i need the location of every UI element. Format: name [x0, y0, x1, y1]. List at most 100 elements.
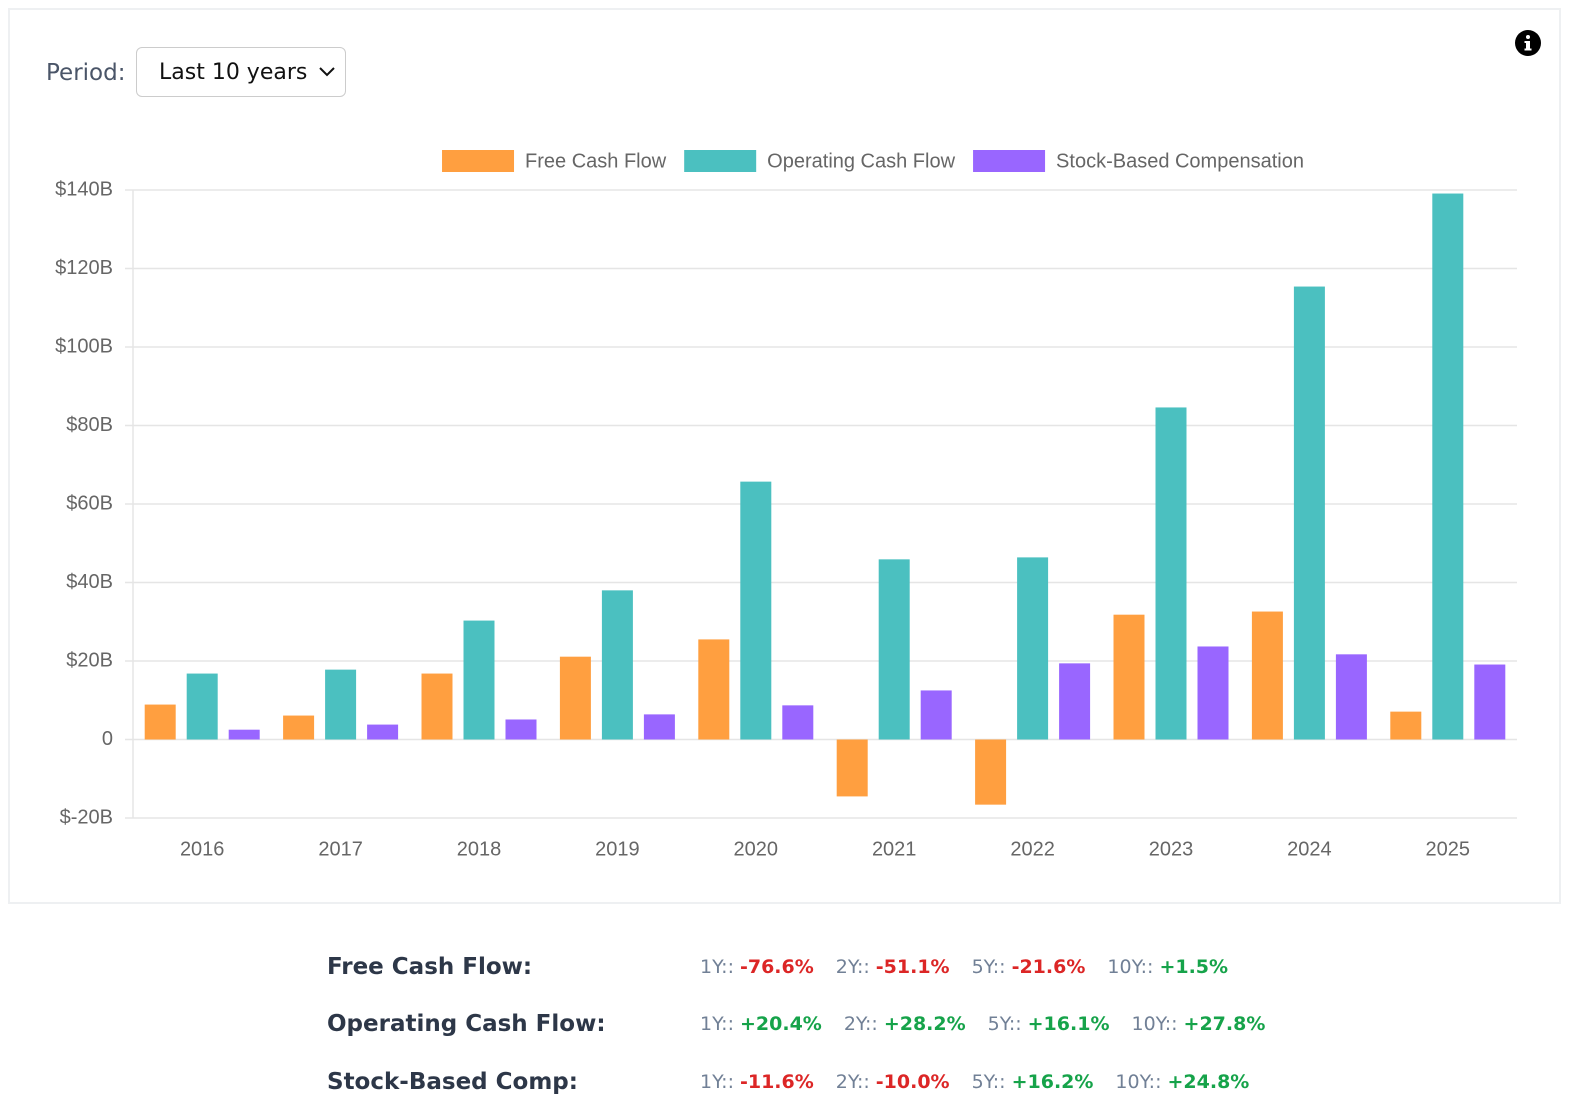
- stat-label: Stock-Based Comp:: [327, 1068, 578, 1095]
- stat-value: +16.1%: [1027, 1013, 1110, 1036]
- legend-label: Operating Cash Flow: [767, 150, 955, 172]
- stat-value: +27.8%: [1183, 1013, 1266, 1036]
- stat-value: -76.6%: [739, 955, 814, 978]
- x-tick-label: 2020: [734, 838, 779, 860]
- stat-period: 5Y::: [971, 955, 1006, 978]
- stat-item: 10Y:: +1.5%: [1107, 956, 1228, 978]
- bar: [1251, 611, 1283, 740]
- stat-value: +16.2%: [1011, 1070, 1094, 1093]
- y-tick-label: $120B: [55, 257, 113, 279]
- bar: [1059, 663, 1091, 740]
- stat-period: 10Y::: [1107, 955, 1154, 978]
- x-tick-label: 2023: [1149, 838, 1194, 860]
- period-select[interactable]: Last 10 years: [136, 47, 346, 97]
- bar: [367, 724, 399, 740]
- bar: [144, 704, 176, 740]
- stat-period: 2Y::: [835, 1070, 870, 1093]
- bar: [643, 714, 675, 740]
- stat-period: 1Y::: [700, 955, 734, 978]
- y-tick-label: $20B: [66, 649, 113, 671]
- period-label: Period:: [46, 60, 126, 86]
- x-tick-label: 2018: [457, 838, 502, 860]
- bar: [920, 690, 952, 740]
- stat-value: -10.0%: [875, 1070, 950, 1093]
- info-icon[interactable]: [1514, 29, 1542, 57]
- bar: [325, 669, 357, 740]
- growth-stats: Free Cash Flow: 1Y:: -76.6% 2Y:: -51.1% 5Y:: -…: [327, 938, 1287, 1111]
- bar: [878, 559, 910, 740]
- bar: [601, 590, 633, 740]
- stat-item: 2Y:: +28.2%: [844, 1013, 966, 1035]
- stat-row: Free Cash Flow: 1Y:: -76.6% 2Y:: -51.1% 5Y:: -…: [327, 938, 1287, 996]
- chart-card: [8, 8, 1561, 904]
- stat-item: 2Y:: -10.0%: [836, 1071, 950, 1093]
- bar: [975, 739, 1007, 805]
- stat-period: 2Y::: [835, 955, 870, 978]
- x-tick-label: 2017: [318, 838, 363, 860]
- y-tick-label: $60B: [66, 492, 113, 514]
- bar: [1197, 646, 1229, 740]
- bar: [1335, 654, 1367, 740]
- legend-label: Stock-Based Compensation: [1056, 150, 1304, 172]
- bar: [1113, 614, 1145, 740]
- stat-item: 1Y:: +20.4%: [700, 1013, 822, 1035]
- stat-value: -21.6%: [1011, 955, 1086, 978]
- bar: [421, 673, 453, 740]
- x-tick-label: 2016: [180, 838, 225, 860]
- stat-item: 5Y:: +16.2%: [972, 1071, 1094, 1093]
- legend-label: Free Cash Flow: [525, 150, 667, 172]
- stat-item: 1Y:: -76.6%: [700, 956, 814, 978]
- stat-item: 10Y:: +24.8%: [1115, 1071, 1249, 1093]
- y-tick-label: $-20B: [60, 806, 113, 828]
- x-tick-label: 2024: [1287, 838, 1332, 860]
- bar: [782, 705, 814, 740]
- bar: [1390, 711, 1422, 740]
- stat-period: 5Y::: [987, 1013, 1022, 1036]
- bar: [186, 673, 218, 740]
- bar: [836, 739, 868, 797]
- bar: [1293, 286, 1325, 740]
- bar: [559, 656, 591, 740]
- x-tick-label: 2019: [595, 838, 640, 860]
- y-tick-label: $140B: [55, 178, 113, 200]
- y-tick-label: $80B: [66, 414, 113, 436]
- stat-period: 1Y::: [700, 1070, 734, 1093]
- stat-value: +28.2%: [883, 1013, 966, 1036]
- bar: [505, 719, 537, 740]
- bar: [283, 715, 315, 740]
- chevron: [319, 67, 335, 77]
- stat-row: Operating Cash Flow: 1Y:: +20.4% 2Y:: +28.2%…: [327, 996, 1287, 1054]
- bar: [698, 639, 730, 740]
- x-tick-label: 2022: [1010, 838, 1055, 860]
- stat-period: 1Y::: [700, 1013, 734, 1036]
- y-tick-label: $40B: [66, 571, 113, 593]
- y-tick-label: 0: [102, 728, 113, 750]
- stat-value: -51.1%: [875, 955, 950, 978]
- stat-value: -11.6%: [739, 1070, 814, 1093]
- stat-value: +20.4%: [739, 1013, 822, 1036]
- bar: [1474, 664, 1506, 740]
- y-tick-label: $100B: [55, 335, 113, 357]
- bar: [228, 729, 260, 740]
- stat-period: 5Y::: [971, 1070, 1006, 1093]
- stat-item: 2Y:: -51.1%: [836, 956, 950, 978]
- stat-label: Free Cash Flow:: [327, 953, 533, 980]
- bar: [740, 481, 772, 740]
- stat-value: +1.5%: [1159, 955, 1229, 978]
- stat-value: +24.8%: [1167, 1070, 1250, 1093]
- bar: [1432, 193, 1464, 740]
- legend-swatch: [973, 150, 1046, 172]
- stat-label: Operating Cash Flow:: [327, 1011, 606, 1038]
- legend-swatch: [442, 150, 515, 172]
- stat-period: 10Y::: [1131, 1013, 1178, 1036]
- stat-item: 5Y:: -21.6%: [972, 956, 1086, 978]
- stat-item: 10Y:: +27.8%: [1131, 1013, 1265, 1035]
- period-value: Last 10 years: [159, 60, 308, 85]
- x-tick-label: 2025: [1426, 838, 1471, 860]
- stat-item: 1Y:: -11.6%: [700, 1071, 814, 1093]
- bar: [1155, 407, 1187, 740]
- chart: $-20B 0 $20B $40B $60B $80B $100B $120B $140B 201…: [55, 150, 1517, 860]
- legend-swatch: [684, 150, 757, 172]
- x-tick-label: 2021: [872, 838, 917, 860]
